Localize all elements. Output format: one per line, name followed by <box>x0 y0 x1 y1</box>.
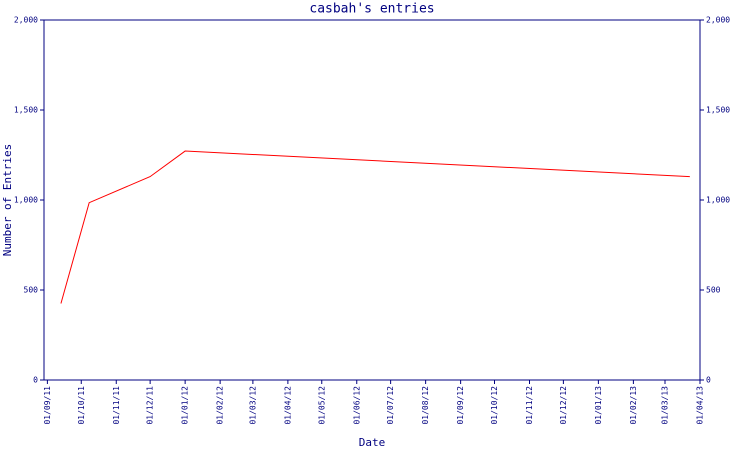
x-tick-label: 01/11/12 <box>525 386 534 425</box>
x-tick-label: 01/02/12 <box>216 386 225 425</box>
series-line <box>60 150 690 304</box>
x-tick-label: 01/02/13 <box>629 386 638 425</box>
x-tick-label: 01/03/12 <box>248 386 257 425</box>
y-tick-label: 2,000 <box>14 16 38 25</box>
x-tick-label: 01/01/13 <box>594 386 603 425</box>
x-tick-label: 01/07/12 <box>386 386 395 425</box>
x-tick-label: 01/10/12 <box>490 386 499 425</box>
x-tick-label: 01/09/11 <box>43 386 52 425</box>
x-tick-label: 01/11/11 <box>112 386 121 425</box>
x-tick-label: 01/05/12 <box>317 386 326 425</box>
x-tick-label: 01/12/11 <box>146 386 155 425</box>
y-tick-label: 500 <box>24 286 39 295</box>
x-tick-label: 01/04/13 <box>696 386 705 425</box>
y-tick-label: 0 <box>33 376 38 385</box>
x-tick-label: 01/04/12 <box>283 386 292 425</box>
y2-tick-label: 1,000 <box>706 196 730 205</box>
x-tick-label: 01/06/12 <box>352 386 361 425</box>
y-tick-label: 1,000 <box>14 196 38 205</box>
x-axis-label: Date <box>359 436 386 449</box>
x-tick-label: 01/09/12 <box>456 386 465 425</box>
y2-tick-label: 500 <box>706 286 721 295</box>
x-tick-label: 01/03/13 <box>660 386 669 425</box>
x-tick-label: 01/08/12 <box>421 386 430 425</box>
x-tick-label: 01/12/12 <box>559 386 568 425</box>
x-tick-label: 01/10/11 <box>77 386 86 425</box>
y2-tick-label: 1,500 <box>706 106 730 115</box>
y-axis-label: Number of Entries <box>1 144 14 257</box>
plot-frame <box>43 19 701 381</box>
x-tick-label: 01/01/12 <box>181 386 190 425</box>
y-tick-label: 1,500 <box>14 106 38 115</box>
chart-title: casbah's entries <box>309 2 434 17</box>
y2-tick-label: 0 <box>706 376 711 385</box>
y2-tick-label: 2,000 <box>706 16 730 25</box>
